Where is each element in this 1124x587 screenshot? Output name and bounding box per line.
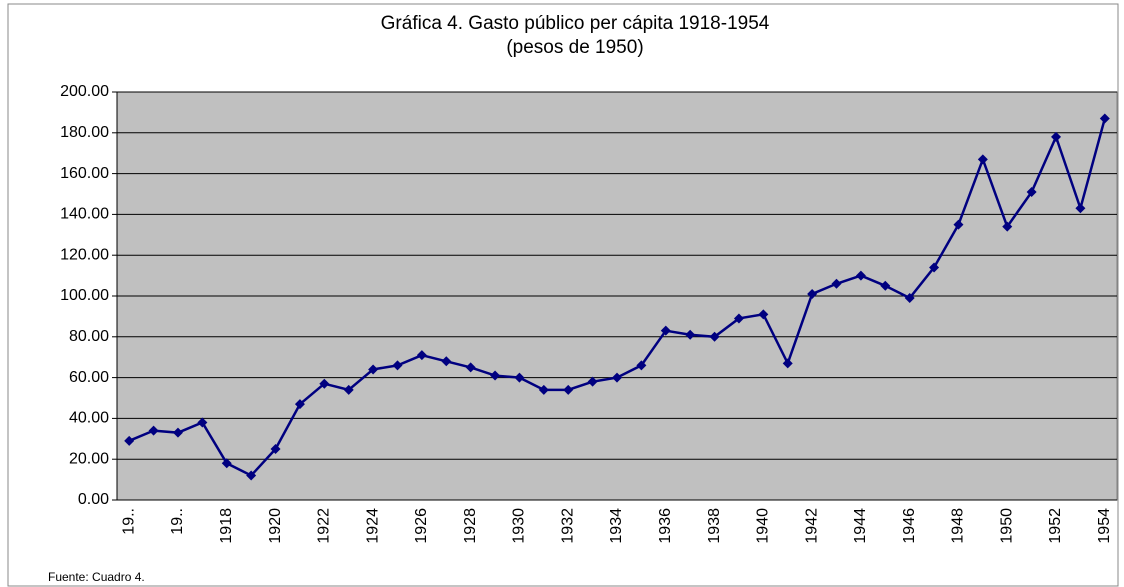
x-tick-label: 1922 xyxy=(316,508,333,544)
data-point xyxy=(172,427,183,438)
data-point xyxy=(319,378,330,389)
data-point xyxy=(904,293,915,304)
y-tick-label: 0.00 xyxy=(78,491,109,508)
y-tick-label: 20.00 xyxy=(69,450,109,467)
data-point xyxy=(782,358,793,369)
data-point xyxy=(221,458,232,469)
x-tick-label: 1942 xyxy=(803,508,820,544)
x-tick-label: 1930 xyxy=(511,508,528,544)
x-tick-label: 1940 xyxy=(755,508,772,544)
data-point xyxy=(733,313,744,324)
y-tick-label: 200.00 xyxy=(60,83,109,100)
source-note: Fuente: Cuadro 4. xyxy=(48,570,145,584)
data-point xyxy=(587,376,598,387)
data-point xyxy=(953,219,964,230)
y-tick-label: 160.00 xyxy=(60,165,109,182)
data-point xyxy=(197,417,208,428)
data-point xyxy=(270,444,281,454)
data-point xyxy=(148,425,159,436)
y-tick-label: 100.00 xyxy=(60,287,109,304)
data-point xyxy=(1099,113,1110,124)
data-point xyxy=(538,384,549,395)
data-point xyxy=(124,435,135,446)
data-point xyxy=(612,372,622,383)
data-point xyxy=(855,270,866,281)
data-point xyxy=(343,384,354,395)
y-tick-label: 40.00 xyxy=(69,410,109,427)
x-tick-label: 19.. xyxy=(120,508,137,535)
x-tick-label: 1950 xyxy=(998,508,1015,544)
y-tick-label: 120.00 xyxy=(60,246,109,263)
data-point xyxy=(1026,186,1037,197)
data-point xyxy=(246,470,257,481)
x-tick-label: 1952 xyxy=(1047,508,1064,544)
data-point xyxy=(416,350,427,361)
data-point xyxy=(758,309,769,320)
data-point xyxy=(660,325,671,336)
x-tick-label: 1954 xyxy=(1096,508,1113,544)
x-tick-label: 1934 xyxy=(608,508,625,544)
chart-title: Gráfica 4. Gasto público per cápita 1918… xyxy=(381,13,770,34)
data-point xyxy=(831,278,842,289)
x-tick-label: 1936 xyxy=(657,508,674,544)
x-tick-label: 19.. xyxy=(169,508,186,535)
y-tick-label: 140.00 xyxy=(60,206,109,223)
data-point xyxy=(392,360,403,371)
data-point xyxy=(294,399,305,410)
data-point xyxy=(1002,221,1013,232)
y-tick-label: 180.00 xyxy=(60,124,109,141)
data-point xyxy=(441,356,452,367)
y-tick-label: 60.00 xyxy=(69,369,109,386)
x-tick-label: 1920 xyxy=(267,508,284,544)
data-point xyxy=(807,288,818,299)
data-point xyxy=(514,372,525,383)
x-tick-label: 1946 xyxy=(901,508,918,544)
data-point xyxy=(636,360,647,371)
data-point xyxy=(490,370,501,381)
x-tick-label: 1918 xyxy=(218,508,235,544)
x-tick-label: 1924 xyxy=(364,508,381,544)
x-tick-label: 1928 xyxy=(462,508,479,544)
x-tick-label: 1944 xyxy=(852,508,869,544)
data-point xyxy=(368,364,379,375)
x-tick-label: 1926 xyxy=(413,508,430,544)
data-point xyxy=(685,329,696,340)
x-tick-label: 1932 xyxy=(559,508,576,544)
data-point xyxy=(563,384,574,395)
y-tick-label: 80.00 xyxy=(69,328,109,345)
data-point xyxy=(1075,203,1086,214)
data-point xyxy=(1051,131,1062,142)
chart-subtitle: (pesos de 1950) xyxy=(506,37,643,58)
data-point xyxy=(929,262,940,273)
data-point xyxy=(465,362,476,373)
x-tick-label: 1938 xyxy=(706,508,723,544)
data-point xyxy=(880,280,891,291)
x-tick-label: 1948 xyxy=(950,508,967,544)
data-point xyxy=(709,331,720,342)
data-point xyxy=(977,154,988,165)
